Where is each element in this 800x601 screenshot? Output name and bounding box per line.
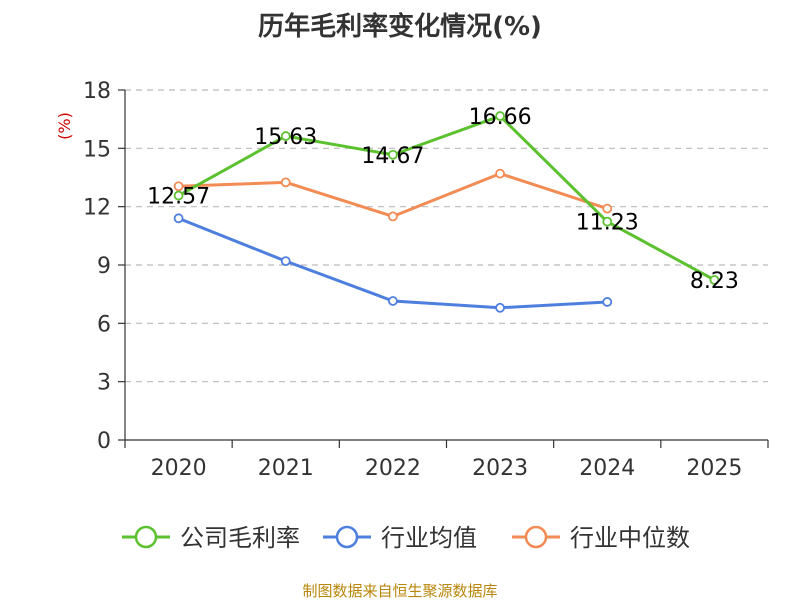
x-tick-label: 2020 [151,456,207,481]
y-tick-label: 15 [83,137,111,162]
legend-label-2: 行业中位数 [570,524,690,552]
series-1-point [280,256,291,267]
series-0-point [602,216,613,227]
x-tick-label: 2024 [579,456,635,481]
x-tick-label: 2023 [472,456,528,481]
data-label: 8.23 [690,269,739,294]
y-tick-label: 9 [97,254,111,279]
series-2-point [602,203,613,214]
legend-marker-2 [524,525,548,549]
x-tick-label: 2022 [365,456,421,481]
series-2-point [173,181,184,192]
source-note: 制图数据来自恒生聚源数据库 [302,582,498,600]
series-0-point [709,275,720,285]
series-2-point [388,211,398,222]
y-tick-label: 0 [97,429,111,454]
series-0-point [173,190,184,201]
data-label: 14.67 [361,144,424,169]
data-label: 11.23 [576,211,639,236]
series-2-point [495,168,505,179]
y-axis-label: (%) [55,112,74,140]
x-tick-label: 2021 [258,456,314,481]
legend-marker-0 [134,525,158,549]
data-label: 15.63 [254,125,317,150]
y-tick-label: 3 [97,371,111,396]
series-1-point [495,302,505,313]
series-1-line [178,216,608,310]
data-label: 16.66 [469,105,532,130]
series-0-point [280,131,291,141]
y-tick-label: 18 [83,79,111,104]
y-tick-label: 12 [83,196,111,221]
legend-label-0: 公司毛利率 [180,524,300,552]
data-label: 12.57 [147,185,210,210]
series-2-point [280,177,291,188]
x-tick-label: 2025 [686,456,742,481]
series-0-point [388,149,398,160]
series-1-point [173,213,184,224]
chart-title: 历年毛利率变化情况(%) [258,12,542,42]
series-1-point [388,296,398,306]
y-tick-label: 6 [97,312,111,337]
legend-marker-1 [335,525,359,549]
series-0-line [177,114,716,282]
series-1-point [602,297,613,307]
series-0-point [495,111,505,121]
series-2-line [178,172,608,218]
legend-label-1: 行业均值 [381,524,477,552]
